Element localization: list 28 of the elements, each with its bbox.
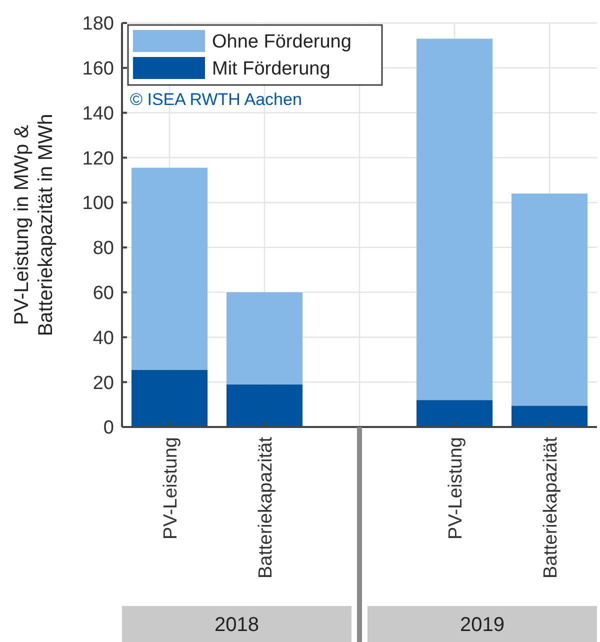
text: 2018 <box>214 614 259 636</box>
y-tick-label: 40 <box>92 328 114 349</box>
bar <box>512 406 588 427</box>
y-tick-label: 0 <box>103 418 114 439</box>
y-tick-label: 20 <box>92 372 114 394</box>
bar <box>416 400 492 427</box>
y-tick-label: 180 <box>82 14 114 35</box>
bar <box>226 292 302 384</box>
x-tick-label: PV-Leistung <box>446 437 466 540</box>
bar <box>416 38 492 400</box>
annotation: © ISEA RWTH Aachen <box>130 90 302 109</box>
y-tick-label: 120 <box>82 148 114 170</box>
bar <box>132 168 208 370</box>
x-tick-label: Batteriekapazität <box>256 436 276 579</box>
x-tick-label: PV-Leistung <box>160 437 182 540</box>
y-axis-title: PV-Leistung in MWp & Batteriekapazität in MWh <box>11 114 57 336</box>
y-tick-label: 80 <box>92 238 114 260</box>
bar <box>132 370 208 427</box>
bar <box>512 194 588 406</box>
y-tick-label: 100 <box>82 193 114 214</box>
y-tick-label: 160 <box>82 58 114 80</box>
y-tick-label: 60 <box>92 282 114 304</box>
x-tick-label: Batteriekapazität <box>540 436 562 579</box>
legend-label: Mit Förderung <box>212 58 330 80</box>
y-tick-label: 140 <box>82 103 114 124</box>
text: 2019 <box>460 614 504 636</box>
legend-label: Ohne Förderung <box>212 32 352 53</box>
bar <box>226 384 302 427</box>
